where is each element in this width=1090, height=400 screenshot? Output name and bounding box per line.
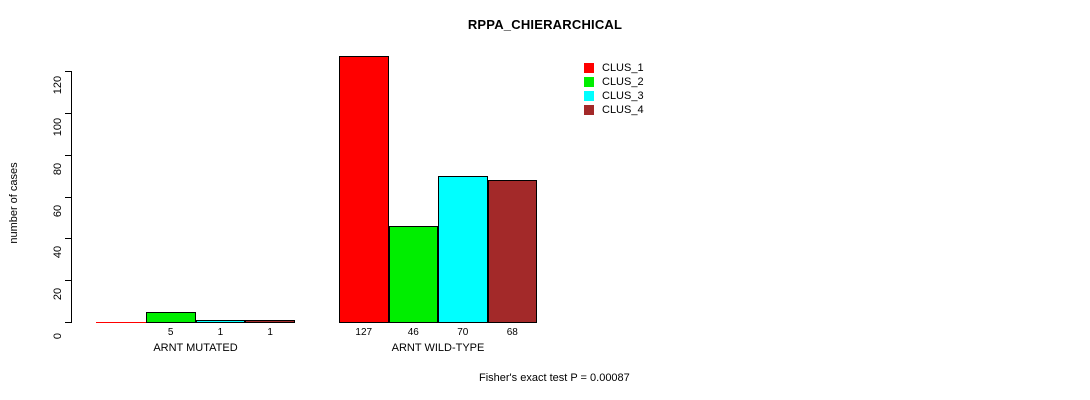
- y-axis-tick-label: 40: [52, 246, 64, 259]
- y-axis-tick: [65, 196, 71, 198]
- legend-item-label: CLUS_1: [602, 62, 644, 74]
- bar-clus_4[interactable]: [487, 179, 537, 323]
- bar-clus_3[interactable]: [438, 175, 488, 323]
- bar-value-label: 70: [457, 327, 469, 338]
- y-axis-tick: [65, 322, 71, 323]
- legend-item-label: CLUS_3: [602, 90, 644, 102]
- group-label: ARNT WILD-TYPE: [391, 342, 485, 354]
- y-axis-tick-label: 20: [52, 288, 64, 301]
- bar-clus_4[interactable]: [245, 319, 295, 323]
- y-axis-tick: [65, 154, 71, 156]
- bar-clus_1[interactable]: [339, 56, 389, 323]
- bar-clus_2[interactable]: [145, 311, 196, 323]
- group-label: ARNT MUTATED: [153, 342, 238, 354]
- bar-value-label: 68: [506, 327, 518, 338]
- bar-clus_2[interactable]: [388, 225, 438, 323]
- bar-value-label: 46: [407, 327, 419, 338]
- y-axis-tick: [65, 112, 71, 114]
- bar-clus_3[interactable]: [195, 319, 246, 323]
- chart-title: RPPA_CHIERARCHICAL: [467, 17, 623, 32]
- bar-clus_1[interactable]: [96, 322, 146, 323]
- bar-value-label: 5: [167, 327, 174, 338]
- bar-value-label: 127: [355, 327, 373, 338]
- legend-item-label: CLUS_4: [602, 104, 644, 116]
- legend-swatch-icon: [584, 63, 594, 73]
- y-axis-tick-label: 80: [52, 162, 64, 175]
- y-axis-tick: [65, 238, 71, 240]
- legend-swatch-icon: [584, 91, 594, 101]
- legend-swatch-icon: [584, 77, 594, 87]
- bar-value-label: 1: [267, 327, 273, 338]
- legend-item-label: CLUS_2: [602, 76, 644, 88]
- y-axis-tick: [65, 280, 71, 282]
- bar-value-label: 1: [217, 327, 224, 338]
- legend-swatch-icon: [584, 105, 594, 115]
- y-axis-tick-label: 60: [52, 204, 64, 217]
- y-axis-tick: [65, 71, 71, 72]
- y-axis-line: [71, 71, 72, 323]
- y-axis-tick-label: 120: [52, 75, 64, 95]
- y-axis-tick-label: 100: [52, 117, 64, 137]
- y-axis-title: number of cases: [8, 162, 20, 244]
- fisher-test-annotation: Fisher's exact test P = 0.00087: [479, 372, 630, 384]
